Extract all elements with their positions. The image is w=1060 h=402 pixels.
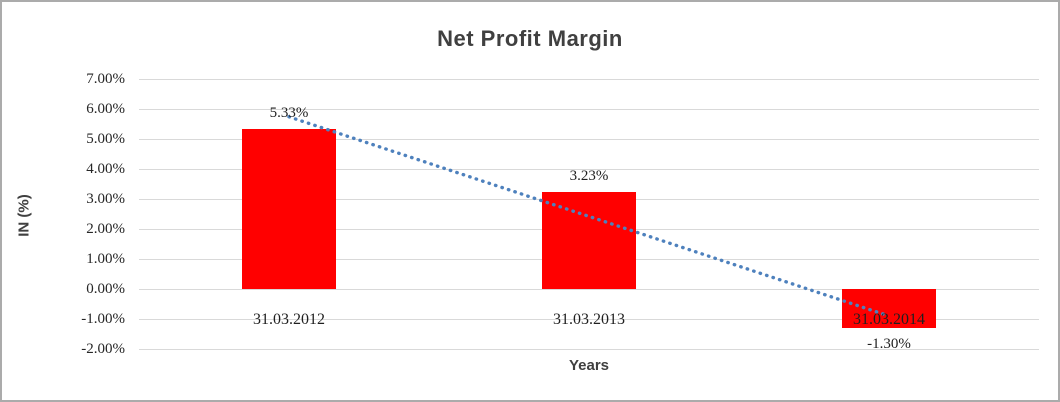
chart-title: Net Profit Margin <box>437 26 623 51</box>
y-axis-tick-label: 5.00% <box>86 131 125 147</box>
y-axis-tick-label: -2.00% <box>81 341 125 357</box>
y-axis-tick-label: 3.00% <box>86 191 125 207</box>
gridline <box>139 319 1039 320</box>
gridline <box>139 289 1039 290</box>
y-axis-tick-label: 0.00% <box>86 281 125 297</box>
y-axis-tick-label: 4.00% <box>86 161 125 177</box>
gridline <box>139 169 1039 170</box>
data-label: 5.33% <box>269 105 309 122</box>
data-label: 3.23% <box>569 168 609 185</box>
data-label: -1.30% <box>867 336 911 352</box>
x-axis-tick-label: 31.03.2014 <box>853 311 925 328</box>
bars-layer <box>139 79 1039 349</box>
y-axis-tick-label: 1.00% <box>86 251 125 267</box>
bar-31.03.2014[interactable] <box>842 289 936 328</box>
trendline-dotted[interactable] <box>287 115 891 318</box>
y-axis-tick-label: 7.00% <box>86 71 125 87</box>
x-axis-tick-label: 31.03.2013 <box>553 311 625 328</box>
y-axis-tick-label: 2.00% <box>86 221 125 237</box>
gridline <box>139 139 1039 140</box>
y-axis-tick-label: 6.00% <box>86 101 125 117</box>
gridline <box>139 79 1039 80</box>
bar-31.03.2013[interactable] <box>542 192 636 289</box>
plot-area: 31.03.2012 31.03.2013 31.03.2014 5.33% 3.23… <box>139 79 1039 352</box>
gridline <box>139 349 1039 350</box>
x-axis-tick-label: 31.03.2012 <box>253 311 325 328</box>
bar-31.03.2012[interactable] <box>242 129 336 289</box>
y-axis-tick-label: -1.00% <box>81 311 125 327</box>
x-axis-title: Years <box>568 357 610 374</box>
gridline <box>139 109 1039 110</box>
